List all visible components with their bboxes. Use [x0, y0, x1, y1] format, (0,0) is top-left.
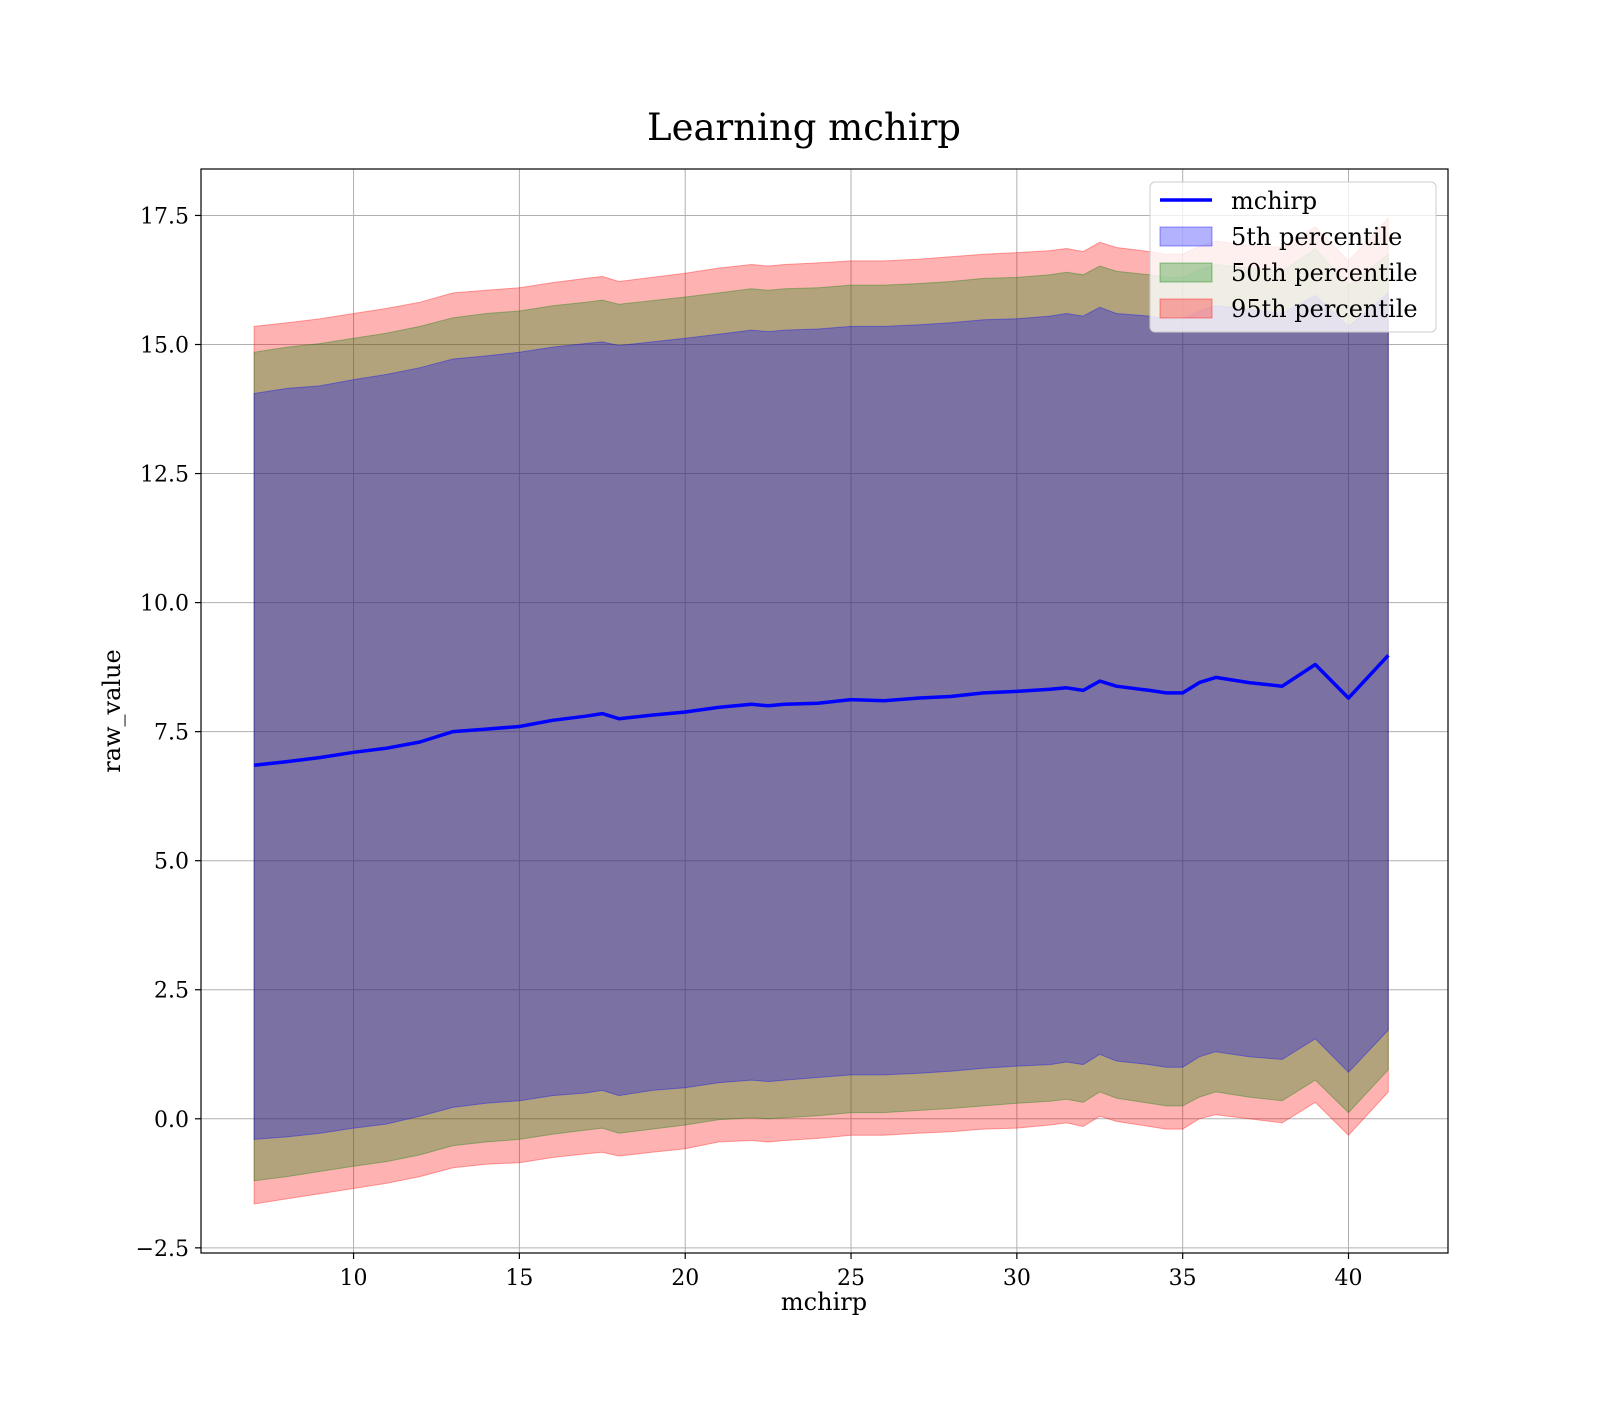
chart-title: Learning mchirp	[647, 106, 961, 149]
legend-label-50th: 50th percentile	[1231, 259, 1418, 287]
band-95th-percentile	[253, 216, 1389, 1205]
legend-label-95th: 95th percentile	[1231, 295, 1418, 323]
y-axis-ticks: −2.5 0.0 2.5 5.0 7.5 10.0 12.5 15.0 17.5	[136, 204, 201, 1262]
x-tick-label: 30	[1003, 1266, 1031, 1291]
series-line-mchirp	[253, 654, 1390, 767]
x-tick-label: 40	[1335, 1266, 1363, 1291]
legend-label-5th: 5th percentile	[1231, 223, 1402, 251]
legend-swatch-50th	[1159, 262, 1213, 283]
y-axis-label: raw_value	[98, 649, 126, 773]
legend-label-mchirp: mchirp	[1231, 187, 1317, 215]
y-tick-label: 7.5	[154, 721, 189, 746]
x-tick-label: 15	[505, 1266, 533, 1291]
x-axis-ticks: 10 15 20 25 30 35 40	[340, 1253, 1363, 1291]
y-tick-label: 12.5	[140, 463, 189, 488]
y-tick-label: 2.5	[154, 979, 189, 1004]
legend-swatch-5th	[1159, 226, 1213, 247]
x-tick-label: 25	[837, 1266, 865, 1291]
plot-area	[201, 169, 1448, 1253]
x-axis-label: mchirp	[781, 1288, 867, 1316]
series-lines	[253, 654, 1390, 767]
y-tick-label: 5.0	[154, 850, 189, 875]
x-tick-label: 10	[340, 1266, 368, 1291]
legend-swatch-95th	[1159, 298, 1213, 319]
y-tick-label: −2.5	[136, 1237, 189, 1262]
x-tick-label: 35	[1169, 1266, 1197, 1291]
y-tick-label: 17.5	[140, 204, 189, 229]
legend-box	[1149, 181, 1437, 333]
y-tick-label: 0.0	[154, 1108, 189, 1133]
y-tick-label: 15.0	[140, 334, 189, 359]
legend: mchirp 5th percentile 50th percentile 95…	[1149, 181, 1437, 333]
y-tick-label: 10.0	[140, 592, 189, 617]
plot-frame	[200, 168, 1449, 1254]
x-tick-label: 20	[671, 1266, 699, 1291]
band-5th-percentile	[253, 291, 1389, 1140]
band-50th-percentile	[253, 248, 1389, 1182]
percentile-bands	[253, 216, 1389, 1205]
